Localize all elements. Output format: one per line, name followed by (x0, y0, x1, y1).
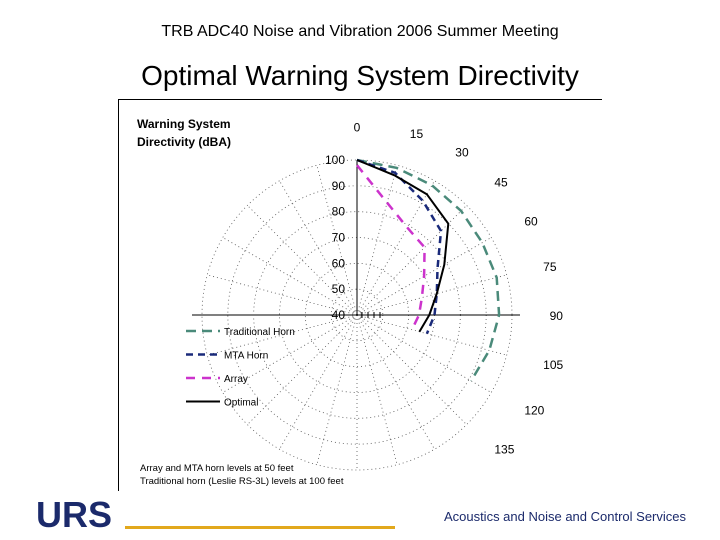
series-line-optimal (356, 159, 450, 333)
grid-spoke-45 (356, 205, 467, 316)
radial-tick-label: 50 (332, 282, 346, 296)
slide-title: Optimal Warning System Directivity (141, 60, 579, 91)
legend-label: Array (224, 374, 248, 385)
angle-label-75: 75 (543, 260, 557, 274)
radial-tick-label: 80 (332, 205, 346, 219)
angle-label-90: 90 (550, 309, 564, 323)
chart-title-line: Directivity (dBA) (137, 135, 231, 149)
angle-label-135: 135 (494, 442, 514, 456)
angle-label-105: 105 (543, 358, 563, 372)
angle-label-0: 0 (354, 120, 361, 134)
legend-label: MTA Horn (224, 351, 268, 362)
grid-spoke-30 (356, 180, 435, 316)
legend: Traditional Horn MTA Horn Array Optimal (186, 327, 295, 409)
chart-title-line: Warning System (137, 117, 231, 131)
svg-text:URS: URS (36, 496, 112, 530)
chart-notes: Array and MTA horn levels at 50 feet Trad… (140, 463, 344, 487)
series-line-traditional-horn (356, 158, 501, 382)
angle-label-15: 15 (410, 127, 424, 141)
chart-left-rule (118, 99, 119, 491)
radial-tick-label: 40 (332, 308, 346, 322)
footer-text: Acoustics and Noise and Control Services (443, 509, 686, 524)
chart-note: Array and MTA horn levels at 50 feet (140, 463, 294, 474)
legend-label: Optimal (224, 398, 258, 409)
angle-label-30: 30 (455, 146, 469, 160)
series-line-mta-horn (356, 158, 443, 335)
radial-tick-label: 60 (332, 256, 346, 270)
header-text: TRB ADC40 Noise and Vibration 2006 Summe… (161, 23, 559, 40)
radial-tick-label: 70 (332, 231, 346, 245)
legend-label: Traditional Horn (224, 327, 295, 338)
radial-tick-label: 90 (332, 179, 346, 193)
grid-spoke-300 (222, 237, 358, 316)
angle-label-120: 120 (524, 403, 544, 417)
chart-note: Traditional horn (Leslie RS-3L) levels a… (140, 476, 344, 487)
series-lines (356, 158, 501, 382)
angle-label-60: 60 (524, 215, 538, 229)
grid-spoke-195 (316, 314, 358, 465)
series-line-array (356, 164, 426, 331)
chart-labels: 0 15 30 45 60 75 90 105 120 135 Warning System Dire… (137, 117, 564, 456)
angle-label-45: 45 (494, 176, 508, 190)
radial-tick-label: 100 (325, 153, 345, 167)
urs-logo: URS (36, 496, 112, 530)
radial-axis-ticks: 100 90 80 70 60 50 40 (325, 153, 381, 322)
grid-spoke-165 (356, 314, 398, 465)
title-rule (118, 99, 602, 100)
logo-accent-bar (125, 526, 395, 529)
polar-grid (192, 159, 520, 471)
